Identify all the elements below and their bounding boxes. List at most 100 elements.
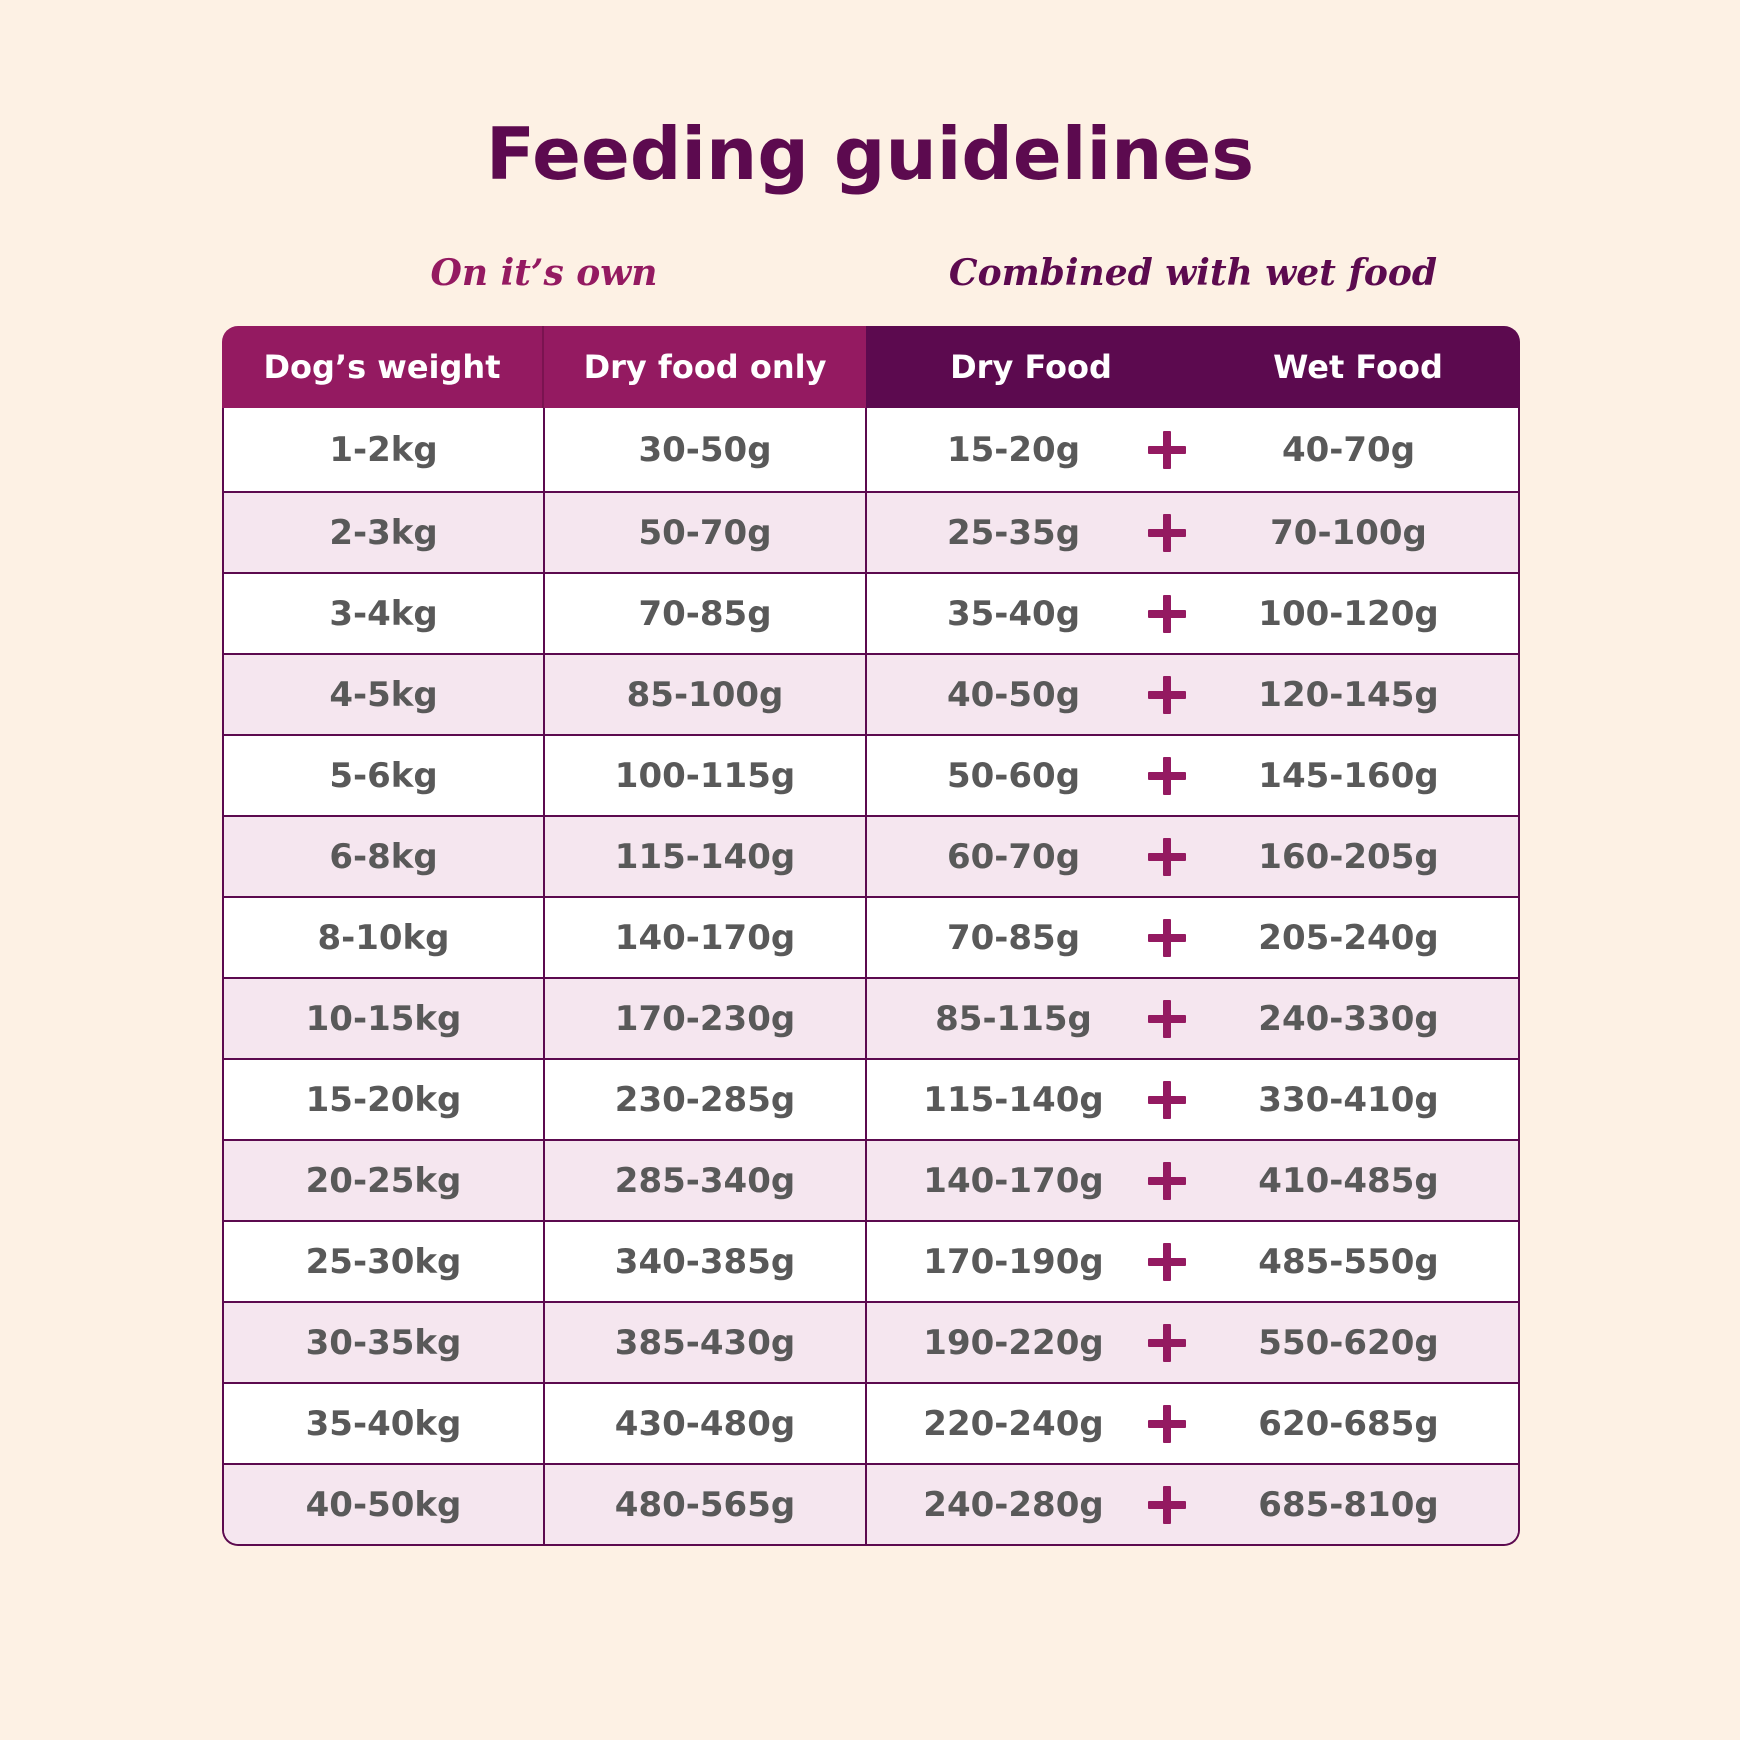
cell-dogs-weight: 4-5kg	[224, 655, 545, 734]
cell-dry-food-only: 285-340g	[545, 1141, 867, 1220]
cell-dry-food-only: 140-170g	[545, 898, 867, 977]
cell-dry-food-only: 50-70g	[545, 493, 867, 572]
cell-wet-food: 100-120g	[1258, 593, 1439, 634]
table-row: 10-15kg 170-230g 85-115g 240-330g	[224, 977, 1518, 1058]
plus-icon	[1148, 1080, 1186, 1119]
cell-dogs-weight: 15-20kg	[224, 1060, 545, 1139]
table-row: 40-50kg 480-565g 240-280g 685-810g	[224, 1463, 1518, 1544]
plus-icon	[1148, 756, 1186, 795]
cell-plus	[1148, 736, 1186, 815]
plus-icon	[1148, 430, 1186, 469]
cell-plus	[1148, 1384, 1186, 1463]
plus-icon	[1148, 918, 1186, 957]
cell-plus	[1148, 574, 1186, 653]
cell-dry-food: 40-50g	[946, 674, 1081, 715]
table-header: Dog’s weight Dry food only Dry Food Wet …	[222, 326, 1520, 408]
header-dry-food-only: Dry food only	[544, 326, 866, 408]
cell-wet-food: 410-485g	[1258, 1160, 1439, 1201]
cell-dry-food: 220-240g	[923, 1403, 1104, 1444]
cell-dry-food-only: 480-565g	[545, 1465, 867, 1544]
cell-wet-food: 240-330g	[1258, 998, 1439, 1039]
cell-wet-food: 120-145g	[1258, 674, 1439, 715]
cell-dry-food-only: 385-430g	[545, 1303, 867, 1382]
cell-dogs-weight: 20-25kg	[224, 1141, 545, 1220]
cell-dry-food: 50-60g	[946, 755, 1081, 796]
cell-dry-food-only: 70-85g	[545, 574, 867, 653]
cell-dry-food: 60-70g	[946, 836, 1081, 877]
cell-dry-food-only: 115-140g	[545, 817, 867, 896]
plus-icon	[1148, 837, 1186, 876]
cell-plus	[1148, 1222, 1186, 1301]
cell-wet-food: 620-685g	[1258, 1403, 1439, 1444]
cell-dry-food-only: 85-100g	[545, 655, 867, 734]
cell-dry-food: 15-20g	[946, 429, 1081, 470]
plus-icon	[1148, 1485, 1186, 1524]
cell-dry-food: 190-220g	[923, 1322, 1104, 1363]
feeding-table: Dog’s weight Dry food only Dry Food Wet …	[222, 326, 1520, 1546]
cell-plus	[1148, 493, 1186, 572]
table-row: 30-35kg 385-430g 190-220g 550-620g	[224, 1301, 1518, 1382]
cell-wet-food: 330-410g	[1258, 1079, 1439, 1120]
cell-dry-food: 25-35g	[946, 512, 1081, 553]
cell-wet-food: 685-810g	[1258, 1484, 1439, 1525]
plus-icon	[1148, 1404, 1186, 1443]
cell-dry-food: 240-280g	[923, 1484, 1104, 1525]
cell-dry-food-only: 30-50g	[545, 408, 867, 491]
cell-wet-food: 205-240g	[1258, 917, 1439, 958]
cell-plus	[1148, 1060, 1186, 1139]
cell-dogs-weight: 6-8kg	[224, 817, 545, 896]
plus-icon	[1148, 675, 1186, 714]
cell-plus	[1148, 1465, 1186, 1544]
header-combined-group: Dry Food Wet Food	[866, 326, 1520, 408]
plus-icon	[1148, 1161, 1186, 1200]
cell-dogs-weight: 3-4kg	[224, 574, 545, 653]
cell-dry-food: 140-170g	[923, 1160, 1104, 1201]
cell-plus	[1148, 1303, 1186, 1382]
header-dogs-weight: Dog’s weight	[222, 326, 544, 408]
cell-dogs-weight: 5-6kg	[224, 736, 545, 815]
table-row: 2-3kg 50-70g 25-35g 70-100g	[224, 491, 1518, 572]
cell-dry-food-only: 100-115g	[545, 736, 867, 815]
plus-icon	[1148, 513, 1186, 552]
table-body: 1-2kg 30-50g 15-20g 40-70g 2-3kg 50-70g 25-35g…	[222, 408, 1520, 1546]
plus-icon	[1148, 1242, 1186, 1281]
cell-wet-food: 70-100g	[1270, 512, 1427, 553]
table-row: 15-20kg 230-285g 115-140g 330-410g	[224, 1058, 1518, 1139]
cell-plus	[1148, 979, 1186, 1058]
cell-wet-food: 550-620g	[1258, 1322, 1439, 1363]
cell-dogs-weight: 40-50kg	[224, 1465, 545, 1544]
plus-icon	[1148, 1323, 1186, 1362]
cell-plus	[1148, 655, 1186, 734]
cell-dry-food: 170-190g	[923, 1241, 1104, 1282]
cell-wet-food: 145-160g	[1258, 755, 1439, 796]
cell-dogs-weight: 2-3kg	[224, 493, 545, 572]
cell-dry-food-only: 340-385g	[545, 1222, 867, 1301]
plus-icon	[1148, 999, 1186, 1038]
cell-dry-food-only: 170-230g	[545, 979, 867, 1058]
cell-dogs-weight: 35-40kg	[224, 1384, 545, 1463]
cell-dry-food: 35-40g	[946, 593, 1081, 634]
table-row: 6-8kg 115-140g 60-70g 160-205g	[224, 815, 1518, 896]
cell-dry-food-only: 230-285g	[545, 1060, 867, 1139]
table-row: 5-6kg 100-115g 50-60g 145-160g	[224, 734, 1518, 815]
table-row: 4-5kg 85-100g 40-50g 120-145g	[224, 653, 1518, 734]
table-row: 1-2kg 30-50g 15-20g 40-70g	[224, 408, 1518, 491]
cell-plus	[1148, 1141, 1186, 1220]
plus-icon	[1148, 594, 1186, 633]
cell-dogs-weight: 25-30kg	[224, 1222, 545, 1301]
section-label-own: On it’s own	[430, 252, 658, 294]
cell-dry-food: 85-115g	[935, 998, 1092, 1039]
cell-dogs-weight: 30-35kg	[224, 1303, 545, 1382]
table-row: 20-25kg 285-340g 140-170g 410-485g	[224, 1139, 1518, 1220]
cell-wet-food: 40-70g	[1281, 429, 1416, 470]
cell-dogs-weight: 1-2kg	[224, 408, 545, 491]
cell-dry-food: 70-85g	[946, 917, 1081, 958]
page-title: Feeding guidelines	[485, 112, 1255, 196]
header-wet-food: Wet Food	[1273, 348, 1443, 386]
table-row: 25-30kg 340-385g 170-190g 485-550g	[224, 1220, 1518, 1301]
cell-plus	[1148, 898, 1186, 977]
cell-wet-food: 160-205g	[1258, 836, 1439, 877]
cell-wet-food: 485-550g	[1258, 1241, 1439, 1282]
cell-dry-food: 115-140g	[923, 1079, 1104, 1120]
cell-dry-food-only: 430-480g	[545, 1384, 867, 1463]
